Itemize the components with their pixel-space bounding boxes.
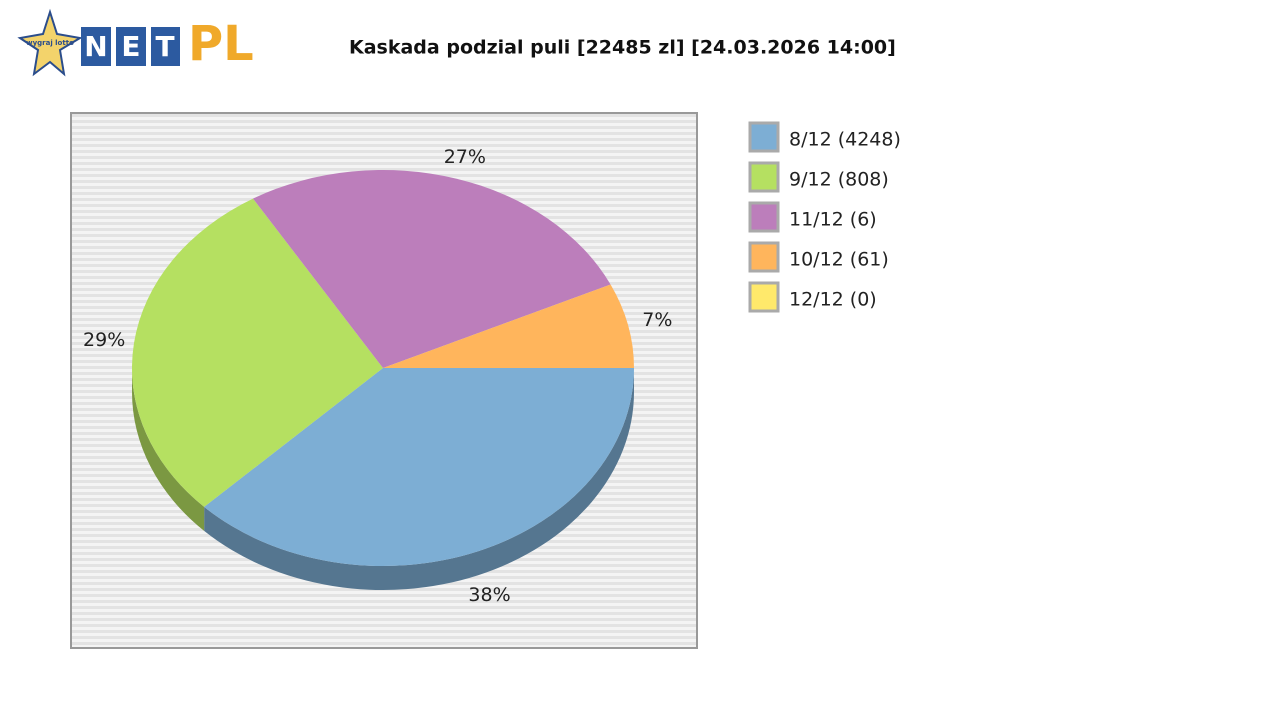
- logo-box: [151, 27, 180, 66]
- slice: [383, 284, 634, 368]
- slice-side: [204, 368, 634, 590]
- data-label: 7%: [642, 309, 672, 331]
- legend-swatch: [748, 161, 780, 193]
- logo-star-text: wygraj lotto: [26, 39, 74, 47]
- legend-label: 8/12 (4248): [789, 129, 901, 151]
- logo-box: [116, 27, 146, 66]
- logo-box: [81, 27, 111, 66]
- legend-label: 9/12 (808): [789, 169, 889, 191]
- chart-title: Kaskada podzial puli [22485 zl] [24.03.2…: [349, 37, 896, 59]
- legend-swatch: [748, 281, 780, 313]
- legend-swatch: [748, 121, 780, 153]
- logo: wygraj lotto N E T PL: [17, 8, 254, 77]
- legend-swatch: [748, 201, 780, 233]
- slice: [204, 368, 634, 566]
- legend-label: 10/12 (61): [789, 249, 889, 271]
- data-label: 27%: [444, 146, 486, 168]
- legend-swatch: [748, 241, 780, 273]
- slice-side: [132, 368, 205, 531]
- logo-suffix: PL: [188, 16, 254, 72]
- logo-letter: E: [121, 30, 140, 63]
- logo-star: [17, 8, 83, 77]
- legend-label: 12/12 (0): [789, 289, 877, 311]
- slice: [132, 198, 383, 507]
- data-label: 29%: [83, 329, 125, 351]
- logo-letter: T: [155, 30, 174, 63]
- legend-label: 11/12 (6): [789, 209, 877, 231]
- data-label: 38%: [468, 584, 510, 606]
- slice: [253, 169, 611, 368]
- logo-letter: N: [84, 30, 107, 63]
